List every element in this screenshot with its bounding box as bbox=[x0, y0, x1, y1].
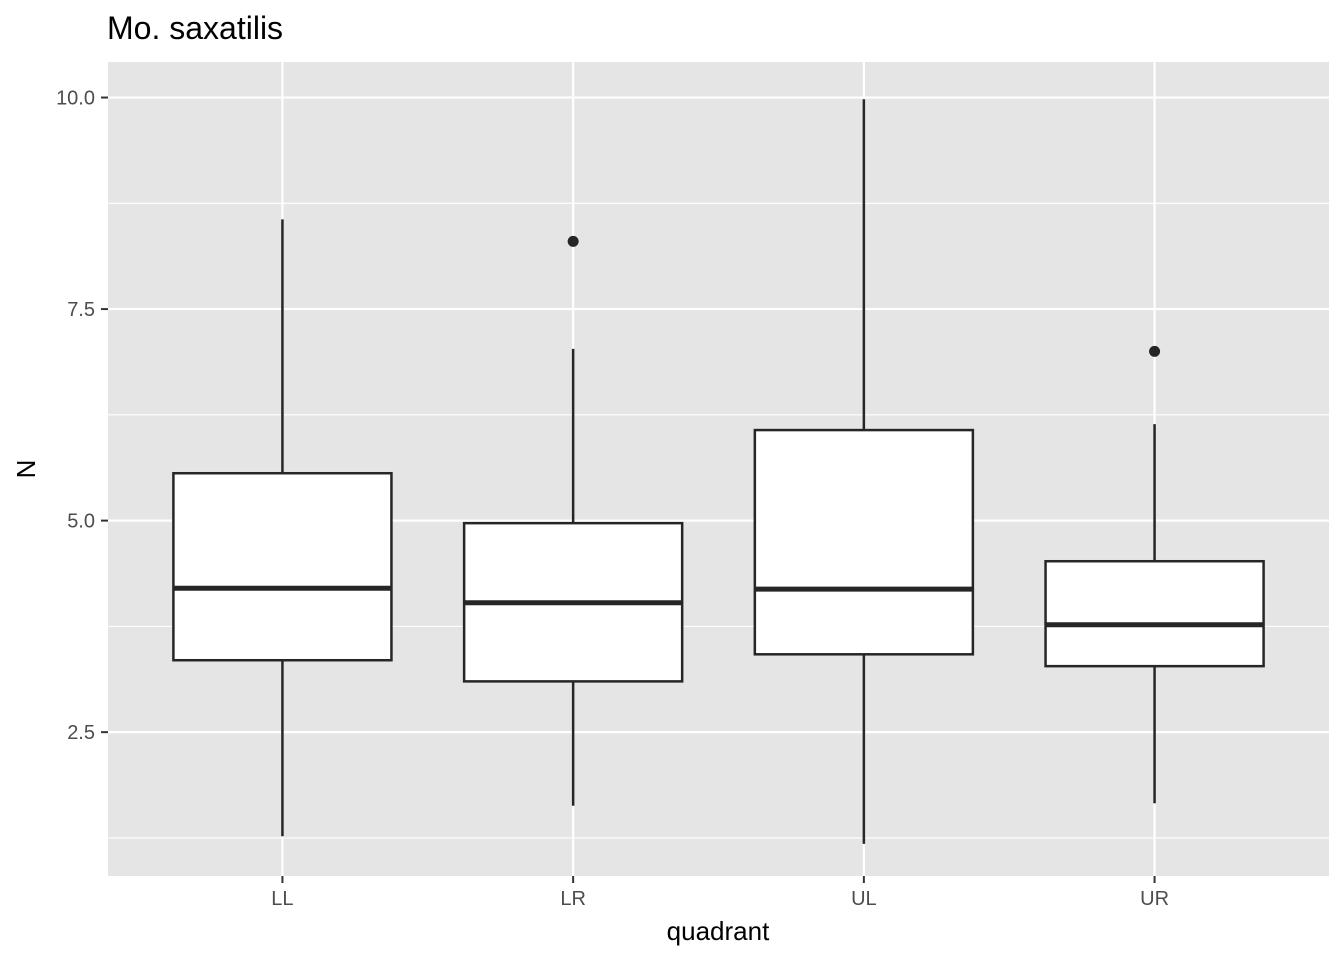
x-tick-label: UR bbox=[1140, 888, 1169, 910]
box-LR bbox=[462, 235, 684, 806]
x-axis-title: quadrant bbox=[667, 916, 770, 946]
outlier-point bbox=[1149, 345, 1161, 357]
y-tick-label: 2.5 bbox=[67, 722, 95, 744]
x-tick-label: UL bbox=[851, 888, 877, 910]
y-tick-label: 7.5 bbox=[67, 299, 95, 321]
x-axis: LL LR UL UR bbox=[271, 876, 1169, 910]
box-UL bbox=[753, 99, 975, 844]
boxes bbox=[172, 99, 1265, 844]
box-iqr bbox=[1044, 559, 1265, 668]
y-tick-label: 10.0 bbox=[56, 88, 95, 110]
chart-title: Mo. saxatilis bbox=[107, 10, 283, 46]
box-iqr bbox=[172, 471, 393, 662]
y-axis-title: N bbox=[11, 460, 41, 479]
plot-panel bbox=[108, 62, 1329, 876]
box-iqr bbox=[753, 428, 975, 656]
outlier-point bbox=[567, 235, 579, 247]
box-UR bbox=[1044, 345, 1265, 804]
y-tick-label: 5.0 bbox=[67, 511, 95, 533]
box-LL bbox=[172, 219, 393, 837]
x-tick-label: LL bbox=[271, 888, 293, 910]
x-tick-label: LR bbox=[560, 888, 586, 910]
y-axis: 2.5 5.0 7.5 10.0 bbox=[56, 88, 108, 744]
